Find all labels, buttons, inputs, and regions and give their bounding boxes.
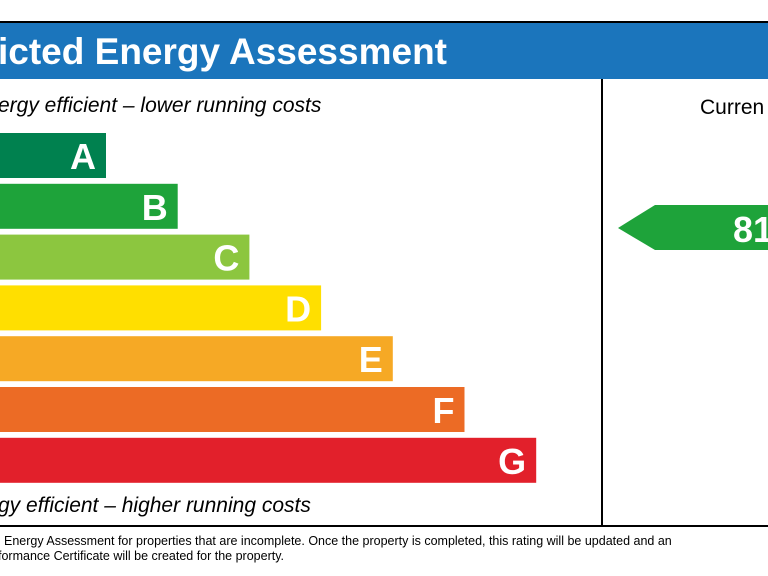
band-letter: F xyxy=(433,390,455,431)
band-bar xyxy=(0,437,537,483)
band-letter: D xyxy=(285,288,311,329)
current-arrow xyxy=(618,205,768,250)
band-bar xyxy=(0,285,322,331)
band-letter: A xyxy=(70,136,96,177)
top-note: ergy efficient – lower running costs xyxy=(0,94,322,117)
band-letter: C xyxy=(213,238,239,279)
band-bar xyxy=(0,387,465,432)
footnote: formance Certificate will be created for… xyxy=(0,549,284,563)
current-rating: 81 xyxy=(733,209,768,250)
band-letter: G xyxy=(498,441,526,482)
bottom-note: gy efficient – higher running costs xyxy=(0,494,311,517)
bands: A B C D E F G xyxy=(0,133,537,483)
footnote: Energy Assessment for properties that ar… xyxy=(4,534,672,548)
band-bar xyxy=(0,183,178,229)
band-bar xyxy=(0,234,250,280)
band-bar xyxy=(0,336,393,382)
title-bar xyxy=(0,23,768,79)
title: icted Energy Assessment xyxy=(0,31,447,72)
current-heading: Curren xyxy=(700,96,764,119)
band-letter: B xyxy=(142,187,168,228)
band-bar xyxy=(0,133,106,178)
band-letter: E xyxy=(359,339,383,380)
